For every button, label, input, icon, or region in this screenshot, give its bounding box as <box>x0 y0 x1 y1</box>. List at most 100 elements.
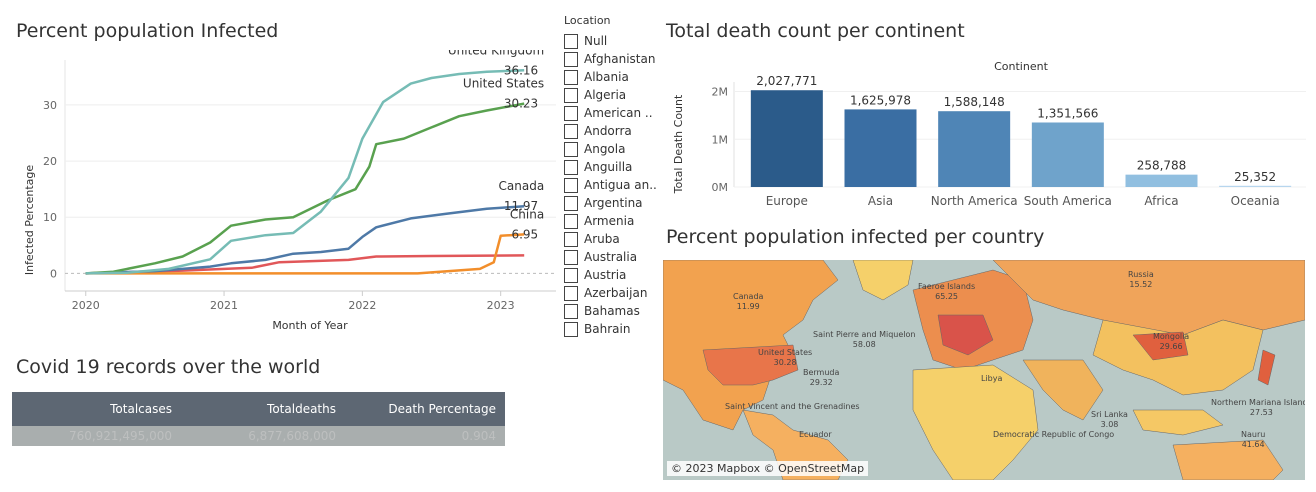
legend-item-label: Angola <box>584 142 626 156</box>
map-country-label[interactable]: Nauru 41.64 <box>1241 430 1265 450</box>
legend-item[interactable]: Australia <box>564 248 637 266</box>
legend-checkbox[interactable] <box>564 321 578 337</box>
legend-checkbox[interactable] <box>564 303 578 319</box>
bar-africa[interactable] <box>1125 174 1198 187</box>
legend-item[interactable]: American .. <box>564 104 653 122</box>
map-country-name: United States <box>758 348 813 357</box>
legend-checkbox[interactable] <box>564 159 578 175</box>
bar-y-tick-label: 1M <box>712 133 729 146</box>
bar-category-label: South America <box>1024 194 1112 208</box>
location-legend: Location Null Afghanistan Albania Algeria Am… <box>564 14 664 344</box>
legend-checkbox[interactable] <box>564 195 578 211</box>
map-country-name: Russia <box>1128 270 1154 279</box>
map-title: Percent population infected per country <box>666 226 1045 248</box>
legend-item[interactable]: Austria <box>564 266 626 284</box>
y-tick-label: 10 <box>43 211 57 224</box>
series-line-united-states[interactable] <box>85 102 525 275</box>
map-attribution[interactable]: © 2023 Mapbox © OpenStreetMap <box>667 461 869 476</box>
series-line-unlabeled[interactable] <box>85 254 525 275</box>
legend-item[interactable]: Anguilla <box>564 158 632 176</box>
legend-item-label: Antigua an.. <box>584 178 657 192</box>
bar-oceania[interactable] <box>1219 185 1292 187</box>
map-country-value: 30.28 <box>773 358 797 367</box>
legend-item[interactable]: Afghanistan <box>564 50 655 68</box>
x-tick-label: 2021 <box>210 299 238 312</box>
map-country-label[interactable]: United States 30.28 <box>758 348 812 368</box>
infected-line-chart: Infected Percentage Month of Year 0 10 20 3… <box>23 50 556 332</box>
legend-checkbox[interactable] <box>564 51 578 67</box>
legend-checkbox[interactable] <box>564 267 578 283</box>
bar-south-america[interactable] <box>1031 122 1104 187</box>
map-country-label[interactable]: Bermuda 29.32 <box>803 368 839 388</box>
legend-item[interactable]: Angola <box>564 140 625 158</box>
series-line-canada[interactable] <box>85 204 525 275</box>
legend-checkbox[interactable] <box>564 249 578 265</box>
map-country-value: 29.66 <box>1159 342 1183 351</box>
map-country-name: Ecuador <box>799 430 832 439</box>
legend-checkbox[interactable] <box>564 177 578 193</box>
legend-item[interactable]: Antigua an.. <box>564 176 657 194</box>
legend-item-label: Afghanistan <box>584 52 656 66</box>
map-country-label[interactable]: Northern Mariana Islands 27.53 <box>1211 398 1305 418</box>
legend-item-label: Algeria <box>584 88 627 102</box>
legend-checkbox[interactable] <box>564 69 578 85</box>
legend-item[interactable]: Armenia <box>564 212 634 230</box>
legend-item[interactable]: Azerbaijan <box>564 284 647 302</box>
bar-chart-header: Continent <box>994 60 1048 73</box>
series-line-united-kingdom[interactable] <box>85 69 525 275</box>
legend-checkbox[interactable] <box>564 33 578 49</box>
legend-checkbox[interactable] <box>564 213 578 229</box>
covid-records-table: Totalcases Totaldeaths Death Percentage … <box>12 392 505 446</box>
legend-checkbox[interactable] <box>564 123 578 139</box>
map-country-label[interactable]: Russia 15.52 <box>1128 270 1154 290</box>
x-tick-label: 2020 <box>72 299 100 312</box>
legend-item[interactable]: Andorra <box>564 122 632 140</box>
legend-checkbox[interactable] <box>564 141 578 157</box>
map-country-label[interactable]: Mongolia 29.66 <box>1153 332 1189 352</box>
bar-north-america[interactable] <box>938 111 1011 187</box>
header-totalcases: Totalcases <box>110 402 172 416</box>
legend-item-label: Argentina <box>584 196 643 210</box>
map-country-value: 11.99 <box>736 302 760 311</box>
legend-item[interactable]: Algeria <box>564 86 626 104</box>
legend-checkbox[interactable] <box>564 285 578 301</box>
map-country-label[interactable]: Libya <box>981 374 1002 384</box>
bar-data-label: 1,588,148 <box>944 95 1005 109</box>
legend-checkbox[interactable] <box>564 87 578 103</box>
map-country-label[interactable]: Canada 11.99 <box>733 292 763 312</box>
map-country-label[interactable]: Democratic Republic of Congo <box>993 430 1114 440</box>
map-country-label[interactable]: Ecuador <box>799 430 832 440</box>
legend-item[interactable]: Bahamas <box>564 302 640 320</box>
world-map[interactable]: Canada 11.99 United States 30.28 Saint Pierr… <box>663 260 1305 480</box>
bar-asia[interactable] <box>844 109 917 187</box>
death-bar-chart: Continent Total Death Count 0M 1M 2M 2,027… <box>672 60 1306 208</box>
legend-item[interactable]: Aruba <box>564 230 620 248</box>
map-country-value: 29.32 <box>809 378 833 387</box>
y-axis-label: Infected Percentage <box>23 165 36 276</box>
map-country-label[interactable]: Saint Vincent and the Grenadines <box>725 402 860 412</box>
legend-item-label: Albania <box>584 70 629 84</box>
bar-europe[interactable] <box>750 90 823 187</box>
table-row[interactable]: 760,921,495,000 6,877,608,000 0.904 <box>12 426 505 446</box>
map-country-value: 15.52 <box>1129 280 1153 289</box>
map-country-label[interactable]: Faeroe Islands 65.25 <box>918 282 975 302</box>
map-country-value: 3.08 <box>1100 420 1119 429</box>
cell-totalcases: 760,921,495,000 <box>68 429 172 443</box>
map-country-label[interactable]: Sri Lanka 3.08 <box>1091 410 1128 430</box>
legend-item[interactable]: Albania <box>564 68 629 86</box>
map-country-name: Saint Vincent and the Grenadines <box>725 402 860 411</box>
legend-item[interactable]: Argentina <box>564 194 643 212</box>
legend-item[interactable]: Null <box>564 32 607 50</box>
map-country-name: Sri Lanka <box>1091 410 1128 419</box>
map-country-value: 27.53 <box>1249 408 1273 417</box>
x-tick-label: 2023 <box>487 299 515 312</box>
legend-item-label: Bahrain <box>584 322 631 336</box>
legend-item-label: Austria <box>584 268 627 282</box>
legend-item[interactable]: Bahrain <box>564 320 630 338</box>
map-country-label[interactable]: Saint Pierre and Miquelon 58.08 <box>813 330 915 350</box>
series-line-china[interactable] <box>85 233 525 275</box>
legend-checkbox[interactable] <box>564 105 578 121</box>
legend-checkbox[interactable] <box>564 231 578 247</box>
x-tick-label: 2022 <box>348 299 376 312</box>
map-country-value: 65.25 <box>935 292 959 301</box>
